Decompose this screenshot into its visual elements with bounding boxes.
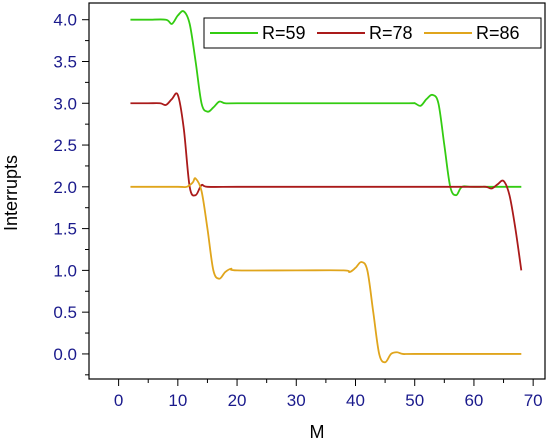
series-line-r78 [130,92,523,271]
x-tick-label: 70 [524,391,543,410]
x-tick-label: 40 [346,391,365,410]
y-tick-label: 0.0 [53,345,77,364]
y-tick-label: 3.0 [53,94,77,113]
tick-labels: 0 10 20 30 40 50 60 70 0.0 0.5 1.0 1.5 2.0 2.5 3.0 3.5 4… [53,11,542,410]
y-tick-label: 2.5 [53,136,77,155]
x-axis-title: M [310,422,325,442]
legend-box [203,17,542,49]
series-line-r86 [130,177,522,364]
axis-ticks [82,19,534,386]
y-axis-title: Interrupts [1,155,21,231]
x-tick-label: 50 [405,391,424,410]
x-tick-label: 10 [168,391,187,410]
legend-label-r78: R=78 [369,23,413,43]
legend-label-r59: R=59 [262,23,306,43]
x-tick-label: 20 [228,391,247,410]
y-tick-label: 4.0 [53,11,77,30]
x-tick-label: 0 [114,391,123,410]
legend-label-r86: R=86 [476,23,520,43]
series-line-r59 [130,10,522,197]
y-tick-label: 1.0 [53,261,77,280]
series-lines [130,10,523,364]
legend: R=59 R=78 R=86 [203,17,542,49]
y-tick-label: 1.5 [53,220,77,239]
plot-frame [88,2,546,380]
y-tick-label: 0.5 [53,303,77,322]
x-tick-label: 30 [287,391,306,410]
y-tick-label: 2.0 [53,178,77,197]
y-tick-label: 3.5 [53,52,77,71]
x-tick-label: 60 [464,391,483,410]
